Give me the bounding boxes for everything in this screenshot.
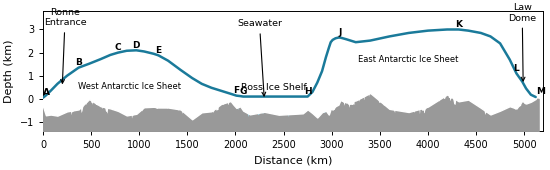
Text: E: E (156, 46, 162, 55)
Text: K: K (455, 20, 462, 29)
Text: M: M (536, 87, 544, 96)
Text: Seawater: Seawater (237, 19, 282, 96)
Text: G: G (239, 87, 247, 96)
Y-axis label: Depth (km): Depth (km) (4, 39, 14, 103)
Text: Law
Dome: Law Dome (508, 3, 536, 81)
Text: West Antarctic Ice Sheet: West Antarctic Ice Sheet (78, 82, 181, 91)
Text: D: D (133, 41, 140, 50)
Text: A: A (43, 88, 50, 97)
Text: L: L (514, 64, 519, 73)
X-axis label: Distance (km): Distance (km) (254, 156, 332, 166)
Text: Ross Ice Shelf: Ross Ice Shelf (241, 83, 307, 92)
Text: Ronne
Entrance: Ronne Entrance (44, 8, 86, 83)
Text: J: J (339, 28, 342, 37)
Text: B: B (75, 58, 82, 67)
Text: H: H (304, 87, 311, 96)
Text: East Antarctic Ice Sheet: East Antarctic Ice Sheet (359, 55, 459, 64)
Text: C: C (115, 43, 122, 52)
Text: F: F (233, 86, 239, 95)
